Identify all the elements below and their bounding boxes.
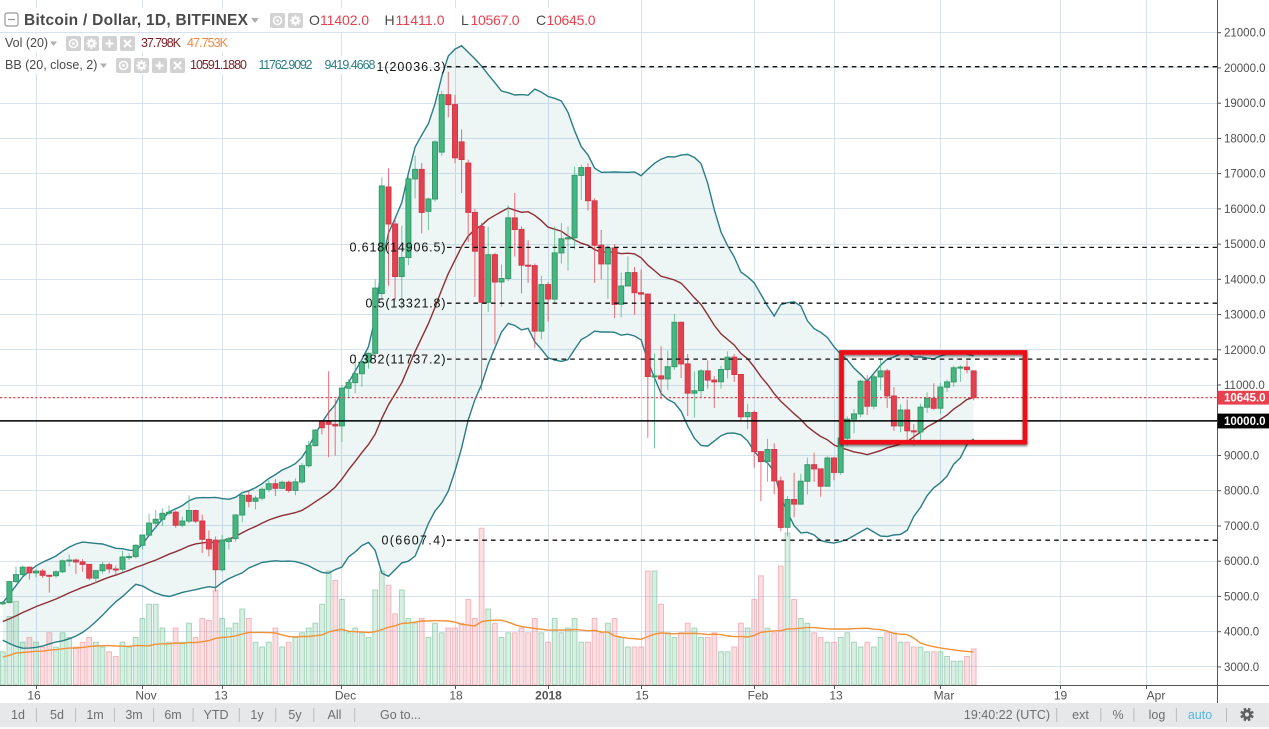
svg-text:19: 19 <box>1054 689 1068 703</box>
svg-text:11762.9092: 11762.9092 <box>259 58 313 72</box>
svg-text:11402.0: 11402.0 <box>320 12 369 28</box>
svg-text:C: C <box>536 12 546 28</box>
svg-text:Mar: Mar <box>934 689 955 703</box>
svg-text:BB (20, close, 2): BB (20, close, 2) <box>5 58 97 72</box>
svg-text:7000.0: 7000.0 <box>1224 521 1259 533</box>
svg-text:13: 13 <box>829 689 843 703</box>
svg-text:ext: ext <box>1072 708 1089 722</box>
svg-text:47.753K: 47.753K <box>187 36 229 50</box>
svg-text:16000.0: 16000.0 <box>1224 204 1266 216</box>
svg-text:21000.0: 21000.0 <box>1224 28 1266 40</box>
svg-text:%: % <box>1112 708 1123 722</box>
svg-text:5y: 5y <box>288 708 302 722</box>
svg-text:10000.0: 10000.0 <box>1224 416 1266 428</box>
svg-text:19:40:22 (UTC): 19:40:22 (UTC) <box>964 708 1050 722</box>
svg-text:YTD: YTD <box>204 708 229 722</box>
svg-text:5000.0: 5000.0 <box>1224 591 1259 603</box>
svg-text:13000.0: 13000.0 <box>1224 310 1266 322</box>
svg-text:10645.0: 10645.0 <box>547 12 596 28</box>
svg-text:15000.0: 15000.0 <box>1224 239 1266 251</box>
svg-text:3m: 3m <box>125 708 142 722</box>
svg-text:0.618(14906.5): 0.618(14906.5) <box>350 241 446 255</box>
svg-text:log: log <box>1149 708 1166 722</box>
svg-text:Dec: Dec <box>335 689 356 703</box>
svg-text:O: O <box>309 12 320 28</box>
svg-text:1y: 1y <box>250 708 264 722</box>
svg-text:11411.0: 11411.0 <box>396 12 445 28</box>
svg-text:16: 16 <box>27 689 41 703</box>
svg-text:20000.0: 20000.0 <box>1224 63 1266 75</box>
svg-text:12000.0: 12000.0 <box>1224 345 1266 357</box>
svg-text:H: H <box>385 12 395 28</box>
svg-text:13: 13 <box>214 689 228 703</box>
svg-text:L: L <box>461 12 469 28</box>
svg-text:37.798K: 37.798K <box>141 36 182 50</box>
svg-text:18000.0: 18000.0 <box>1224 133 1266 145</box>
svg-text:Feb: Feb <box>748 689 769 703</box>
svg-text:0.5(13321.8): 0.5(13321.8) <box>366 296 446 310</box>
svg-text:Bitcoin / Dollar, 1D, BITFINEX: Bitcoin / Dollar, 1D, BITFINEX <box>24 12 249 29</box>
svg-text:Apr: Apr <box>1147 689 1166 703</box>
svg-text:6000.0: 6000.0 <box>1224 556 1259 568</box>
svg-text:17000.0: 17000.0 <box>1224 169 1266 181</box>
svg-text:Nov: Nov <box>135 689 156 703</box>
svg-text:19000.0: 19000.0 <box>1224 98 1266 110</box>
svg-text:1m: 1m <box>86 708 103 722</box>
svg-text:10591.1880: 10591.1880 <box>190 58 247 72</box>
svg-text:auto: auto <box>1188 708 1212 722</box>
svg-text:18: 18 <box>449 689 463 703</box>
svg-text:Vol (20): Vol (20) <box>5 36 48 50</box>
svg-text:5d: 5d <box>50 708 64 722</box>
svg-text:15: 15 <box>635 689 649 703</box>
svg-text:10567.0: 10567.0 <box>471 12 520 28</box>
svg-text:11000.0: 11000.0 <box>1224 380 1265 392</box>
svg-text:9419.4668: 9419.4668 <box>325 58 376 72</box>
svg-text:All: All <box>328 708 342 722</box>
svg-text:1d: 1d <box>11 708 25 722</box>
svg-text:4000.0: 4000.0 <box>1224 627 1259 639</box>
svg-text:0.382(11737.2): 0.382(11737.2) <box>350 352 446 366</box>
svg-text:10645.0: 10645.0 <box>1224 393 1266 405</box>
svg-text:1(20036.3): 1(20036.3) <box>377 60 446 74</box>
svg-text:14000.0: 14000.0 <box>1224 274 1266 286</box>
svg-text:9000.0: 9000.0 <box>1224 451 1259 463</box>
svg-text:3000.0: 3000.0 <box>1224 662 1259 674</box>
svg-text:8000.0: 8000.0 <box>1224 486 1259 498</box>
svg-text:6m: 6m <box>164 708 181 722</box>
svg-text:2018: 2018 <box>535 689 562 703</box>
svg-text:0(6607.4): 0(6607.4) <box>382 533 446 547</box>
svg-text:Go to...: Go to... <box>380 708 421 722</box>
